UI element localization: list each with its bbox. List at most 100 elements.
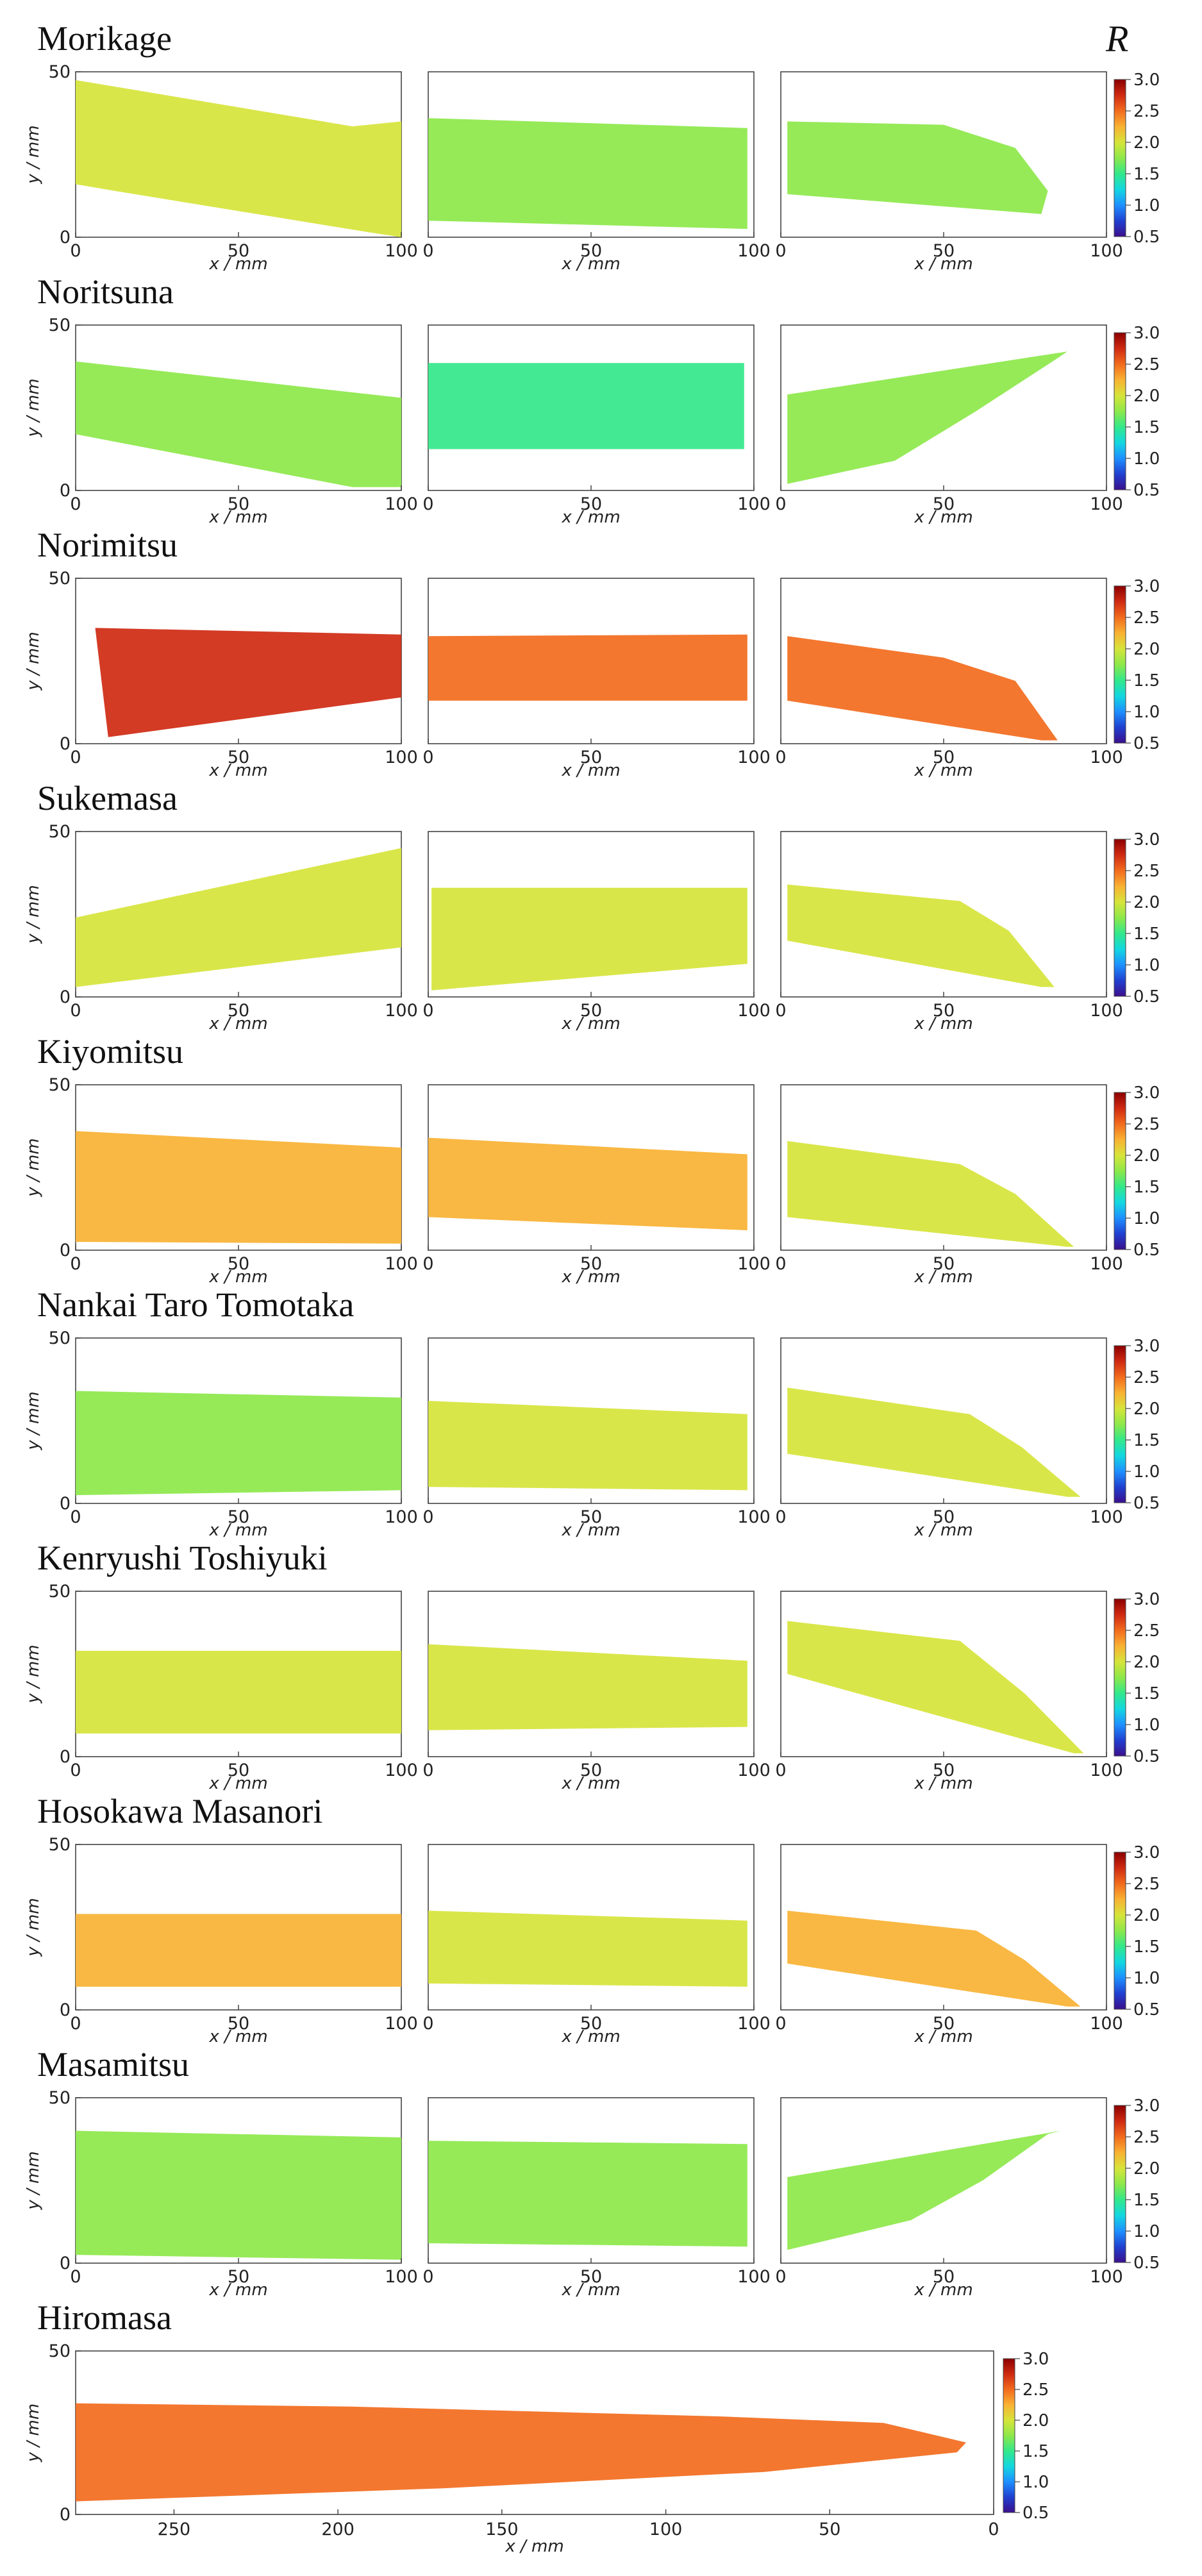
blade-heatmap <box>428 2141 747 2247</box>
y-tick-label: 0 <box>60 2254 71 2273</box>
x-axis-label: x / mm <box>914 2027 972 2046</box>
x-tick-label: 100 <box>737 748 771 767</box>
colorbar-tick-label: 0.5 <box>1023 2504 1049 2523</box>
panel: 0 50 100 x / mm <box>422 1591 771 1793</box>
y-tick-label: 0 <box>60 228 71 247</box>
x-tick-label: 50 <box>580 494 602 514</box>
panel: 0 50 100 x / mm <box>422 1844 771 2046</box>
x-tick-label: 50 <box>580 1001 602 1021</box>
y-axis-label: y / mm <box>24 125 43 184</box>
y-tick-label: 0 <box>60 1747 71 1767</box>
blade-heatmap <box>76 848 401 987</box>
colorbar-gradient <box>1114 79 1126 237</box>
colorbar-tick-label: 0.5 <box>1133 987 1160 1007</box>
sword-title: Hiromasa <box>37 2298 172 2337</box>
y-axis-label: y / mm <box>24 631 43 690</box>
y-axis-label: y / mm <box>24 2151 43 2210</box>
blade-heatmap <box>787 636 1058 740</box>
y-axis-label: y / mm <box>24 1898 43 1957</box>
sword-title: Kiyomitsu <box>37 1032 183 1071</box>
y-axis-label: y / mm <box>24 1391 43 1450</box>
sword-title: Nankai Taro Tomotaka <box>37 1285 354 1324</box>
colorbar-tick-label: 2.5 <box>1133 862 1160 881</box>
x-tick-label: 50 <box>933 1001 955 1021</box>
x-tick-label: 50 <box>228 2014 249 2034</box>
x-tick-label: 0 <box>422 241 433 261</box>
x-tick-label: 0 <box>422 2014 433 2034</box>
blade-heatmap <box>76 79 401 238</box>
blade-heatmap <box>76 2130 401 2260</box>
x-axis-label: x / mm <box>208 2027 267 2046</box>
panel: 0 50 100 x / mm 0 50 y / mm <box>24 822 418 1033</box>
panel: 0 50 100 x / mm <box>422 578 771 780</box>
x-tick-label: 0 <box>775 241 786 261</box>
x-axis-label: x / mm <box>561 1014 620 1033</box>
y-tick-label: 0 <box>60 481 71 501</box>
x-tick-label: 0 <box>775 1254 786 1274</box>
x-axis-label: x / mm <box>914 1014 972 1033</box>
colorbar-tick-label: 2.0 <box>1133 387 1160 406</box>
sword-title: Noritsuna <box>37 272 174 311</box>
blade-heatmap <box>787 1621 1084 1753</box>
x-tick-label: 50 <box>228 1761 249 1780</box>
y-axis-label: y / mm <box>24 885 43 944</box>
x-tick-label: 100 <box>385 1254 418 1274</box>
colorbar-tick-label: 2.5 <box>1133 2128 1160 2147</box>
x-tick-label: 100 <box>737 1507 771 1527</box>
blade-heatmap <box>95 628 401 737</box>
panel: 0 50 100 x / mm <box>775 2097 1123 2300</box>
x-tick-label: 100 <box>385 1761 418 1780</box>
x-tick-label: 50 <box>933 494 955 514</box>
y-tick-label: 0 <box>60 2505 71 2525</box>
colorbar-tick-label: 1.5 <box>1133 2191 1160 2210</box>
panel: 0 50 100 x / mm 0 50 y / mm <box>24 569 418 780</box>
x-tick-label: 50 <box>228 494 249 514</box>
panel: 0 50 100 x / mm <box>775 1337 1123 1540</box>
panel: 0 50 100 x / mm 0 50 y / mm <box>24 1075 418 1287</box>
x-tick-label: 0 <box>422 2267 433 2287</box>
colorbar-tick-label: 3.0 <box>1133 1590 1160 1609</box>
blade-heatmap <box>787 1141 1074 1247</box>
y-tick-label: 50 <box>49 569 71 589</box>
x-tick-label: 50 <box>933 2014 955 2034</box>
colorbar-tick-label: 2.0 <box>1023 2411 1049 2430</box>
panel: 0 50 100 x / mm <box>422 1337 771 1540</box>
sword-title: Masamitsu <box>37 2045 189 2084</box>
panel: 0 50 100 x / mm <box>422 71 771 274</box>
colorbar-gradient <box>1003 2358 1015 2513</box>
x-axis-label: x / mm <box>208 1267 267 1287</box>
sword-row: Noritsuna 0 50 100 x / mm 0 50 y / mm 0 50 100 x / … <box>24 272 1160 527</box>
x-tick-label: 0 <box>70 2014 81 2034</box>
x-tick-label: 0 <box>422 494 433 514</box>
x-axis-label: x / mm <box>561 2280 620 2300</box>
x-tick-label: 50 <box>933 1761 955 1780</box>
colorbar-tick-label: 1.0 <box>1133 1209 1160 1228</box>
colorbar-tick-label: 0.5 <box>1133 1494 1160 1513</box>
blade-heatmap <box>76 1131 401 1244</box>
colorbar: 3.0 2.5 2.0 1.5 1.0 0.5 <box>1114 1590 1160 1766</box>
y-axis-label: y / mm <box>24 378 43 437</box>
colorbar-tick-label: 2.0 <box>1133 640 1160 659</box>
x-tick-label: 100 <box>1090 1507 1123 1527</box>
x-axis-label: x / mm <box>914 1267 972 1287</box>
colorbar-label-r: R <box>1105 18 1128 60</box>
x-tick-label: 100 <box>737 494 771 514</box>
x-axis-label: x / mm <box>914 1774 972 1793</box>
blade-heatmap <box>428 1401 747 1491</box>
colorbar-tick-label: 1.5 <box>1133 165 1160 184</box>
x-tick-label: 100 <box>737 1001 771 1021</box>
x-tick-label: 50 <box>228 1254 249 1274</box>
colorbar-tick-label: 2.0 <box>1133 1906 1160 1925</box>
colorbar-tick-label: 3.0 <box>1023 2350 1049 2369</box>
colorbar-tick-label: 1.0 <box>1133 196 1160 215</box>
blade-heatmap <box>76 2403 966 2502</box>
sword-title: Norimitsu <box>37 526 178 564</box>
x-tick-label: 0 <box>70 494 81 514</box>
x-axis-label: x / mm <box>914 508 972 527</box>
colorbar: 3.0 2.5 2.0 1.5 1.0 0.5 <box>1114 1843 1160 2020</box>
colorbar-tick-label: 3.0 <box>1133 1337 1160 1356</box>
colorbar-tick-label: 2.5 <box>1133 1875 1160 1894</box>
colorbar-tick-label: 3.0 <box>1133 1083 1160 1103</box>
colorbar-gradient <box>1114 1092 1126 1250</box>
x-axis-label: x / mm <box>561 761 620 780</box>
